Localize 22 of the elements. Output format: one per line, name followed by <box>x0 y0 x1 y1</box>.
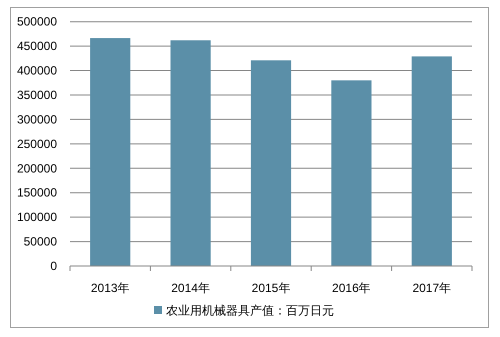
bar <box>170 40 211 266</box>
bar <box>331 80 372 266</box>
y-tick-label: 200000 <box>16 161 58 176</box>
x-tick-label: 2013年 <box>90 281 130 295</box>
y-tick-label: 0 <box>50 259 58 273</box>
bar <box>90 38 130 266</box>
y-tick-label: 100000 <box>16 210 58 224</box>
x-tick-label: 2014年 <box>171 281 210 295</box>
x-tick-label: 2016年 <box>332 281 371 295</box>
x-tick-label: 2017年 <box>412 281 452 295</box>
bar <box>250 60 292 266</box>
y-tick-label: 150000 <box>16 186 58 200</box>
y-tick-label: 250000 <box>16 136 58 151</box>
y-tick-label: 300000 <box>16 112 58 126</box>
y-tick-label: 350000 <box>16 88 58 102</box>
y-tick-label: 500000 <box>16 14 58 29</box>
y-tick-label: 400000 <box>16 64 58 78</box>
legend: 农业用机械器具产值：百万日元 <box>154 304 334 318</box>
x-tick-label: 2015年 <box>252 281 290 295</box>
bar <box>412 56 452 266</box>
y-tick-label: 50000 <box>24 234 58 249</box>
y-tick-label: 450000 <box>16 39 58 54</box>
